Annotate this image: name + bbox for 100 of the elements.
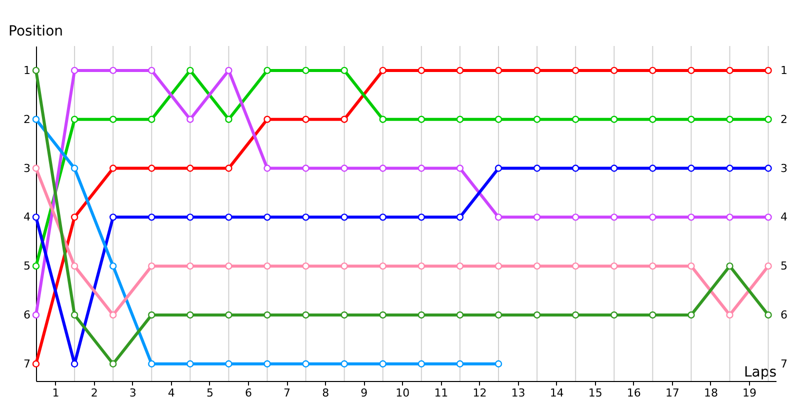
point [688, 214, 695, 221]
x-tick-label: 10 [396, 386, 410, 400]
point [418, 311, 426, 319]
point [340, 66, 348, 74]
point [572, 262, 580, 270]
point [726, 164, 734, 172]
point [726, 262, 734, 270]
point [494, 360, 502, 368]
point [649, 164, 656, 172]
point [32, 214, 40, 221]
point [109, 116, 117, 123]
point [302, 262, 310, 270]
x-tick-label: 12 [472, 386, 487, 400]
point [533, 311, 541, 319]
y-axis-title: Position [8, 24, 64, 40]
y2-tick-label: 6 [780, 308, 788, 322]
point [186, 311, 194, 319]
y2-tick-label: 3 [780, 162, 788, 175]
point [264, 116, 271, 123]
point [764, 164, 772, 172]
point [572, 116, 580, 123]
point [572, 164, 580, 172]
point [688, 164, 695, 172]
y-tick-label: 6 [24, 308, 30, 322]
point [225, 66, 232, 74]
point [186, 116, 194, 123]
point [418, 116, 426, 123]
point [186, 66, 194, 74]
x-tick-label: 15 [588, 386, 602, 400]
y-tick-label: 1 [24, 64, 30, 77]
point [264, 360, 271, 368]
point [340, 214, 348, 221]
point [533, 66, 541, 74]
point [456, 116, 464, 123]
point [225, 360, 232, 368]
point [379, 262, 386, 270]
point [70, 360, 78, 368]
point [340, 116, 348, 123]
point [32, 360, 40, 368]
point [649, 214, 656, 221]
point [225, 311, 232, 319]
point [109, 262, 117, 270]
point [148, 311, 156, 319]
point [688, 311, 695, 319]
point [225, 164, 232, 172]
y-tick-label: 3 [24, 162, 30, 175]
point [70, 116, 78, 123]
point [302, 164, 310, 172]
point [302, 311, 310, 319]
point [533, 262, 541, 270]
point [379, 214, 386, 221]
point [148, 262, 156, 270]
point [264, 66, 271, 74]
point [302, 116, 310, 123]
point [494, 66, 502, 74]
x-tick-label: 6 [244, 386, 252, 400]
point [456, 214, 464, 221]
x-tick-label: 13 [511, 386, 526, 400]
point [494, 311, 502, 319]
point [764, 262, 772, 270]
point [764, 214, 772, 221]
point [109, 360, 117, 368]
point [764, 311, 772, 319]
point [186, 164, 194, 172]
x-tick-label: 9 [360, 386, 368, 400]
point [494, 164, 502, 172]
point [70, 311, 78, 319]
point [610, 311, 618, 319]
point [32, 262, 40, 270]
point [302, 360, 310, 368]
point [572, 214, 580, 221]
point [70, 214, 78, 221]
point [649, 116, 656, 123]
point [264, 311, 271, 319]
point [340, 164, 348, 172]
point [533, 164, 541, 172]
x-tick-label: 1 [52, 386, 60, 400]
point [456, 360, 464, 368]
point [726, 311, 734, 319]
point [418, 214, 426, 221]
point [148, 360, 156, 368]
point [418, 66, 426, 74]
point [302, 214, 310, 221]
point [572, 311, 580, 319]
point [32, 311, 40, 319]
point [32, 164, 40, 172]
point [148, 164, 156, 172]
point [186, 360, 194, 368]
x-tick-label: 11 [434, 386, 448, 400]
point [340, 311, 348, 319]
point [456, 311, 464, 319]
point [32, 66, 40, 74]
point [649, 311, 656, 319]
point [109, 164, 117, 172]
y-tick-label: 4 [24, 210, 30, 224]
point [610, 164, 618, 172]
y2-tick-label: 1 [780, 64, 788, 77]
point [148, 214, 156, 221]
x-tick-label: 19 [742, 386, 757, 400]
x-tick-label: 14 [550, 386, 564, 400]
